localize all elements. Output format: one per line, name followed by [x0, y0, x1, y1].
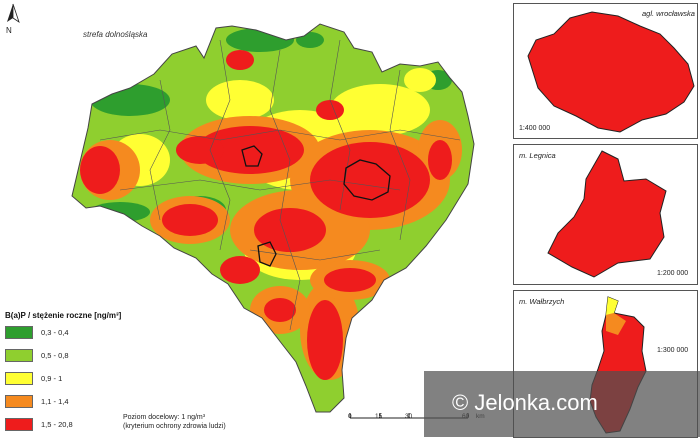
inset-legnica: m. Legnica 1:200 000 — [513, 144, 698, 285]
legend-swatch — [5, 417, 33, 431]
inset-title: m. Legnica — [519, 151, 556, 160]
inset-scale: 1:400 000 — [519, 125, 551, 132]
inset-scale: 1:300 000 — [657, 347, 689, 354]
inset-wroclaw-map — [527, 11, 695, 133]
legend-swatch — [5, 371, 33, 385]
inset-legnica-map — [547, 150, 667, 278]
scale-tick-30: 30 — [405, 413, 413, 420]
legend-item: 0,9 - 1 — [5, 371, 62, 385]
north-label: N — [6, 26, 12, 35]
main-map — [7, 3, 475, 419]
county-borders — [99, 39, 461, 331]
inset-title: agl. wrocławska — [642, 9, 695, 18]
legnica-outline — [241, 145, 263, 167]
region-outline — [71, 23, 475, 413]
legend-label: 0,9 - 1 — [41, 373, 63, 383]
inset-scale: 1:200 000 — [657, 270, 689, 277]
pollution-surface — [72, 24, 474, 412]
inset-wroclaw: agl. wrocławska 1:400 000 — [513, 3, 698, 139]
scale-tick-0: 0 — [348, 413, 352, 420]
zone-label: strefa dolnośląska — [83, 30, 148, 39]
legend-swatch — [5, 325, 33, 339]
inset-title: m. Wałbrzych — [519, 297, 565, 306]
legend-title: B(a)P / stężenie roczne [ng/m³] — [5, 311, 122, 320]
legend-label: 0,3 - 0,4 — [41, 327, 69, 337]
legend-label: 1,5 - 20,8 — [41, 419, 73, 429]
north-arrow-icon — [7, 3, 20, 23]
legend-item: 1,1 - 1,4 — [5, 394, 69, 408]
watermark-text: © Jelonka.com — [452, 390, 598, 415]
legend-swatch — [5, 394, 33, 408]
legend-item: 0,5 - 0,8 — [5, 348, 69, 362]
legend-item: 0,3 - 0,4 — [5, 325, 69, 339]
watermark: © Jelonka.com — [424, 371, 700, 437]
legend-item: 1,5 - 20,8 — [5, 417, 73, 431]
legend-label: 0,5 - 0,8 — [41, 350, 69, 360]
legend-swatch — [5, 348, 33, 362]
target-note-line1: Poziom docelowy: 1 ng/m³ — [123, 414, 206, 421]
target-note-line2: (kryterium ochrony zdrowia ludzi) — [123, 423, 226, 430]
wroclaw-outline — [343, 159, 391, 201]
scale-tick-15: 15 — [375, 413, 383, 420]
walbrzych-outline — [257, 241, 277, 267]
legend-label: 1,1 - 1,4 — [41, 396, 69, 406]
target-note: Poziom docelowy: 1 ng/m³ (kryterium ochr… — [123, 413, 313, 431]
